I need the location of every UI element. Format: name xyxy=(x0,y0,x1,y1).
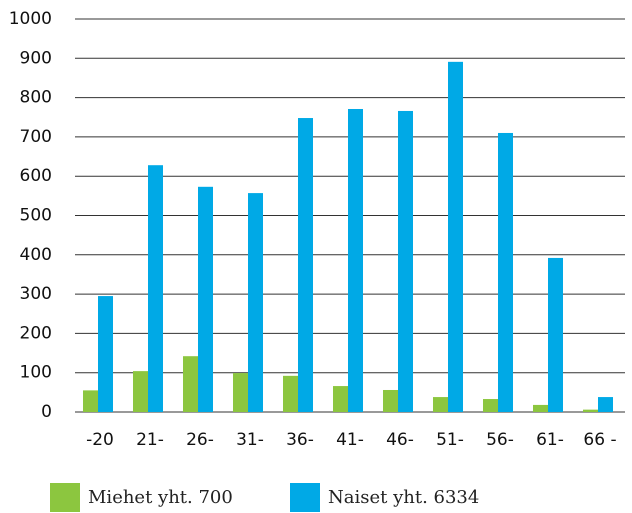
y-tick-label: 600 xyxy=(20,166,52,186)
bar xyxy=(133,371,148,412)
x-tick-label: 66 - xyxy=(583,430,616,450)
bar xyxy=(598,397,613,412)
x-tick-label: 31- xyxy=(236,430,264,450)
bar xyxy=(98,296,113,412)
y-tick-label: 0 xyxy=(41,402,52,422)
y-tick-label: 400 xyxy=(20,245,52,265)
y-tick-label: 700 xyxy=(20,127,52,147)
bar xyxy=(248,193,263,412)
x-tick-label: 41- xyxy=(336,430,364,450)
bar xyxy=(433,397,448,412)
y-tick-label: 300 xyxy=(20,284,52,304)
legend-swatch xyxy=(50,483,80,512)
bar xyxy=(483,399,498,412)
bar xyxy=(348,108,363,412)
y-tick-label: 900 xyxy=(20,48,52,68)
bar xyxy=(583,409,598,412)
y-tick-label: 100 xyxy=(20,363,52,383)
y-tick-label: 800 xyxy=(20,88,52,108)
x-tick-label: 61- xyxy=(536,430,564,450)
x-tick-label: 46- xyxy=(386,430,414,450)
y-tick-label: 500 xyxy=(20,206,52,226)
y-tick-label: 1000 xyxy=(9,9,52,29)
x-tick-label: 26- xyxy=(186,430,214,450)
bar xyxy=(548,257,563,412)
bar xyxy=(383,389,398,412)
bar xyxy=(448,61,463,412)
x-tick-label: -20 xyxy=(86,430,114,450)
bar xyxy=(398,110,413,412)
bar xyxy=(148,165,163,412)
bar xyxy=(183,356,198,412)
bar xyxy=(498,132,513,412)
x-tick-label: 56- xyxy=(486,430,514,450)
bar xyxy=(533,404,548,412)
bar xyxy=(233,373,248,412)
x-tick-label: 21- xyxy=(136,430,164,450)
legend-swatch xyxy=(290,483,320,512)
bar xyxy=(283,375,298,412)
x-tick-label: 36- xyxy=(286,430,314,450)
legend-label: Naiset yht. 6334 xyxy=(328,487,479,508)
x-tick-label: 51- xyxy=(436,430,464,450)
bar xyxy=(83,390,98,412)
y-tick-label: 200 xyxy=(20,323,52,343)
legend-label: Miehet yht. 700 xyxy=(88,487,233,508)
bar xyxy=(333,386,348,412)
bar xyxy=(198,186,213,412)
bar xyxy=(298,118,313,412)
